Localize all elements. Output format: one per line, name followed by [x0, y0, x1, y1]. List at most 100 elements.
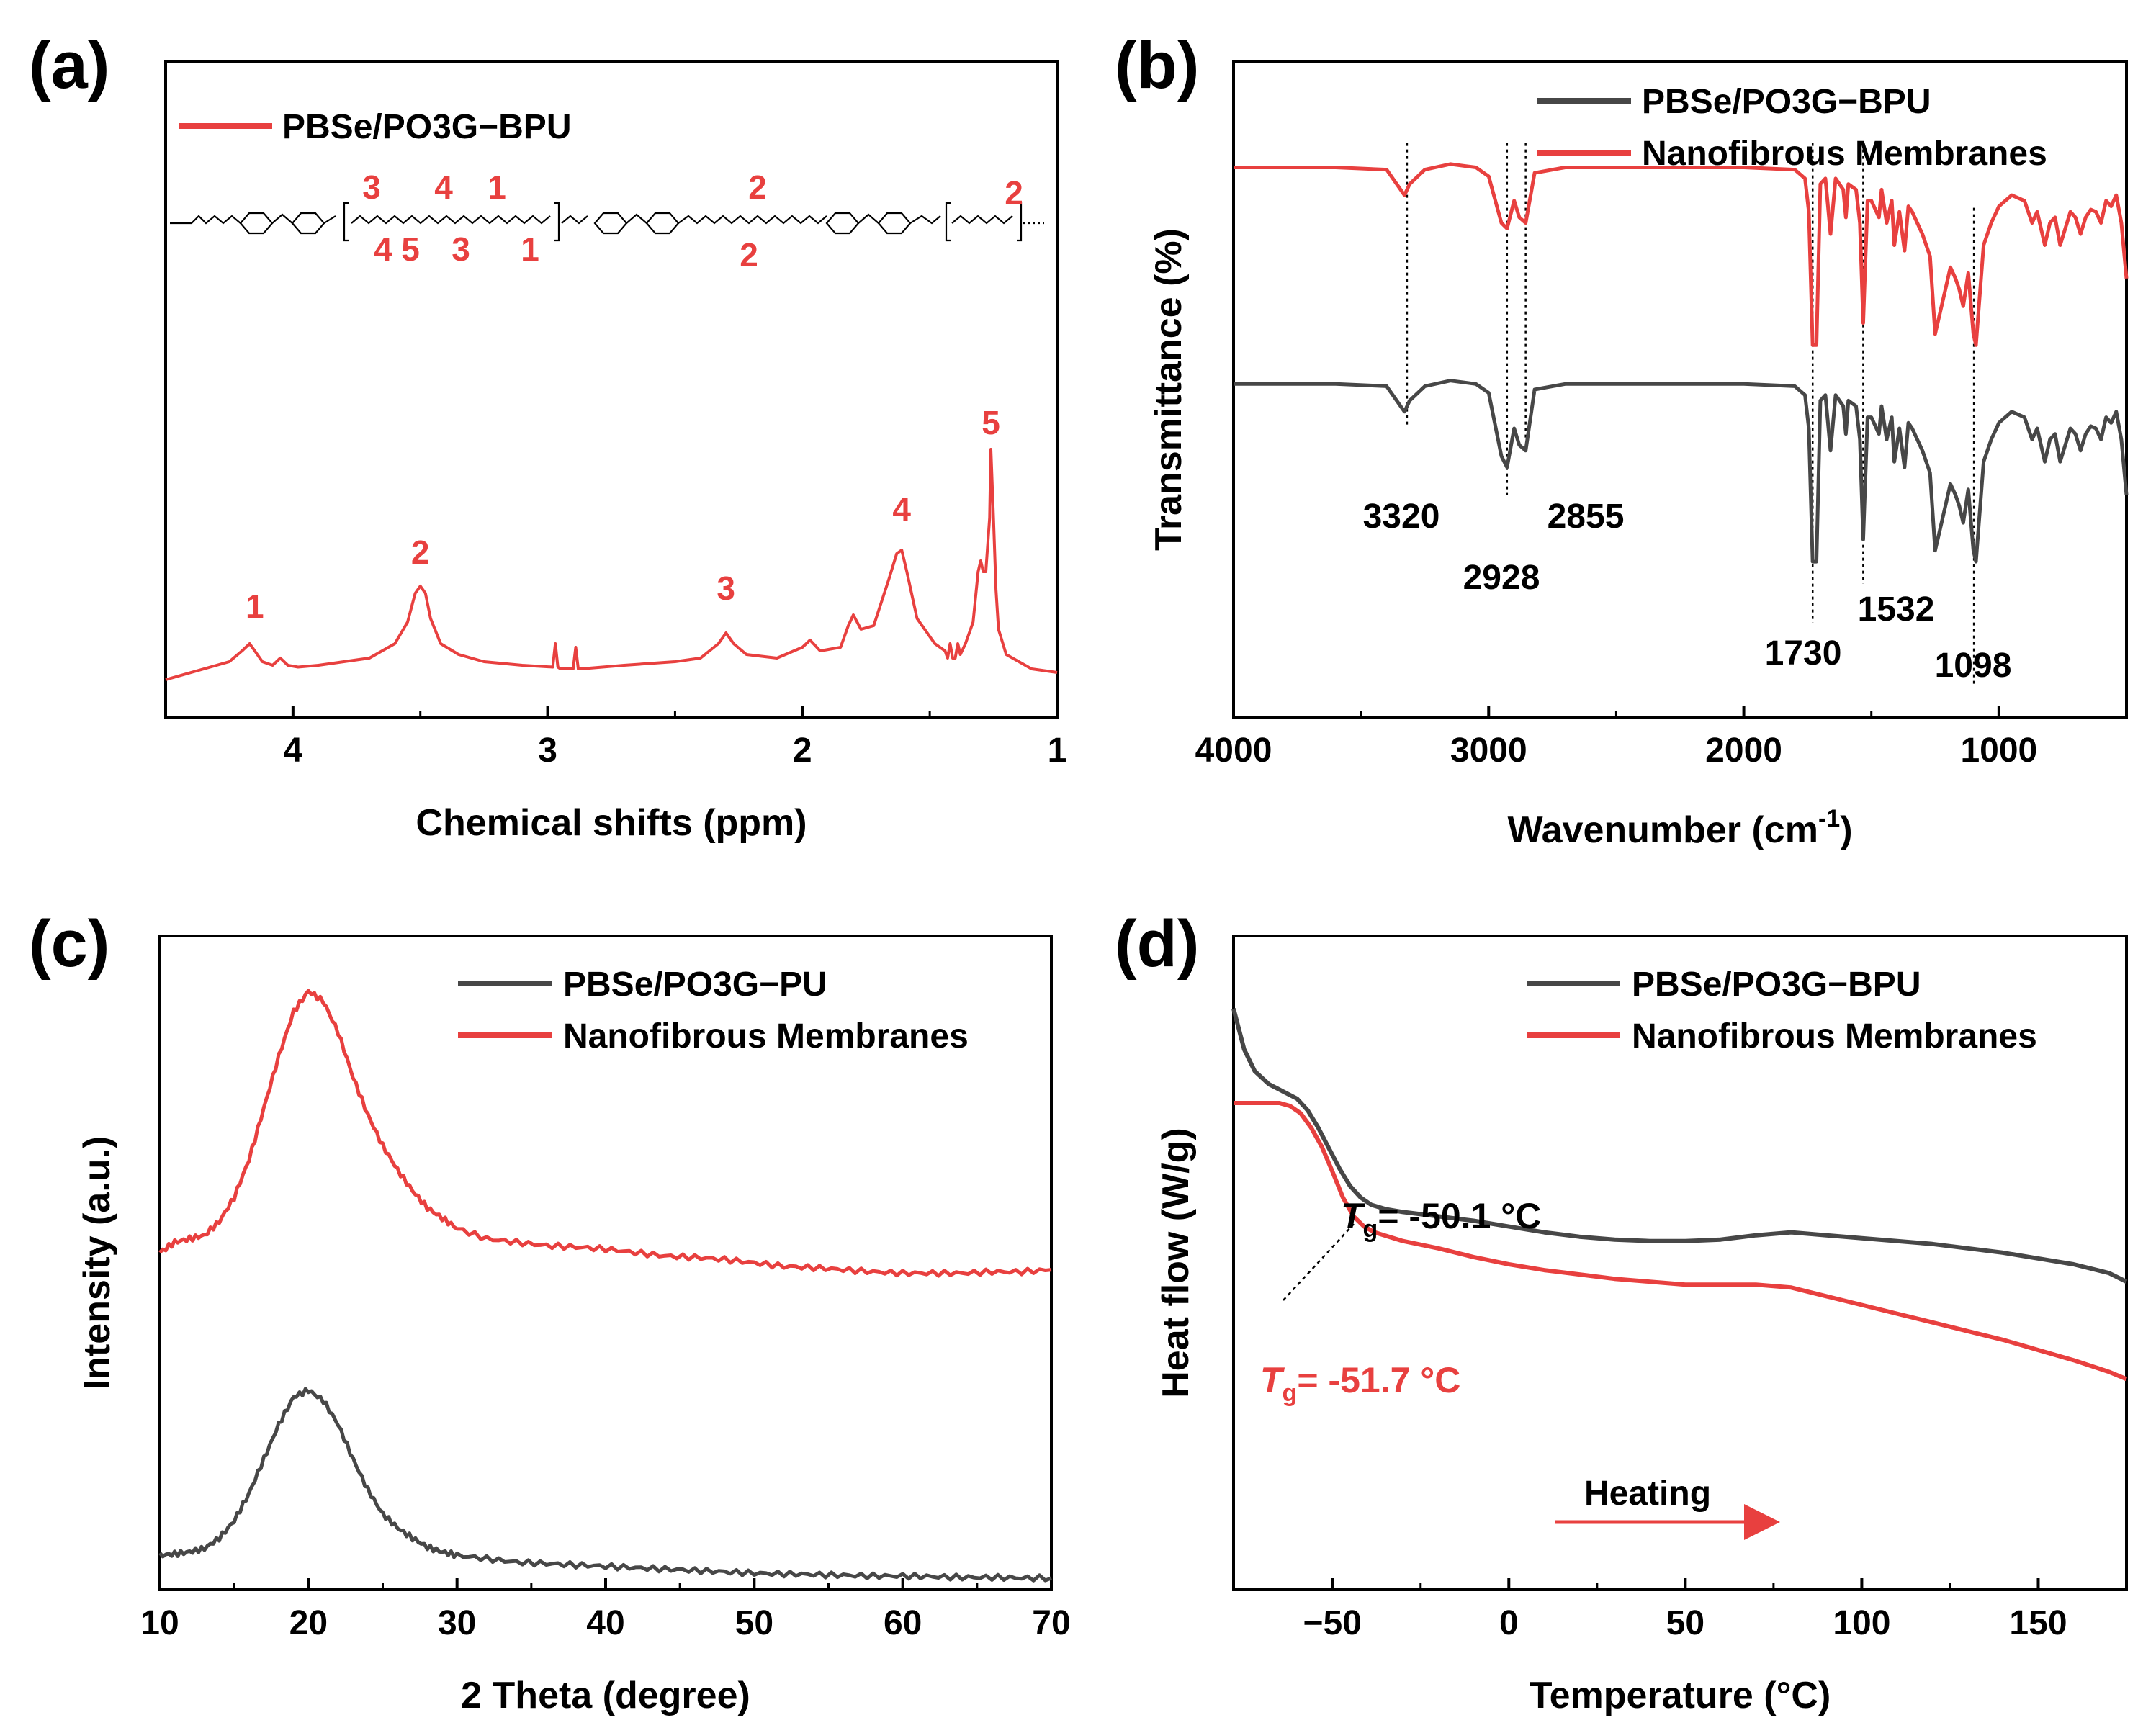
panel-b-peak-label-1730: 1730	[1765, 634, 1842, 672]
panel-a-xlabel: Chemical shifts (ppm)	[416, 802, 807, 844]
panel-b-legend-label-1: Nanofibrous Membranes	[1642, 135, 2047, 173]
structure-number-top: 3	[362, 168, 381, 206]
panel-c-x-tick-label: 30	[438, 1604, 476, 1642]
panel-c-x-tick-label: 40	[586, 1604, 624, 1642]
panel-b-x-tick-label: 1000	[1960, 732, 2037, 770]
panel-d-x-tick-label: 100	[1833, 1604, 1890, 1642]
panel-c-x-tick-label: 70	[1032, 1604, 1070, 1642]
panel-c-x-tick-label: 50	[735, 1604, 773, 1642]
panel-d-series	[1231, 1008, 2128, 1382]
structure-number-top: 4	[434, 168, 453, 206]
polymer-structure-numbers: 3 4 1 2 24 5 3 1 2	[362, 168, 1023, 274]
panel-c-x-tick-label: 60	[884, 1604, 922, 1642]
bracket-right-2	[1017, 202, 1023, 242]
panel-b-letter: (b)	[1115, 29, 1199, 102]
panel-b-legend-label-0: PBSe/PO3G−BPU	[1642, 83, 1931, 121]
tg-subscript: g	[1363, 1215, 1378, 1243]
panel-d-frame	[1232, 935, 2128, 1591]
panel-c-legend-label-0: PBSe/PO3G−PU	[563, 965, 827, 1004]
panel-c: (c) 10 20 30 40 50 60 70 PBSe/PO3G−PU Nanofibr…	[29, 907, 1071, 1642]
panel-c-ylabel: Intensity (a.u.)	[76, 1136, 118, 1390]
panel-b-xlabel: Wavenumber (cm-1)	[1507, 805, 1852, 851]
panel-b-peak-label-3320: 3320	[1363, 498, 1440, 536]
peak-label-5: 5	[982, 404, 1000, 441]
structure-urethane-3	[909, 215, 941, 225]
panel-b-peak-label-2855: 2855	[1548, 498, 1625, 536]
peak-label-3: 3	[717, 570, 735, 607]
benzene-ring-2	[291, 212, 325, 235]
panel-b-frame	[1232, 60, 2128, 719]
structure-backbone-left	[170, 215, 241, 225]
panel-c-x-tick-label: 20	[289, 1604, 328, 1642]
structure-ch2-1	[271, 213, 293, 224]
panel-c-x-tick-label: 10	[140, 1604, 179, 1642]
structure-ch2-2	[626, 213, 647, 224]
panel-a-legend-label: PBSe/PO3G−BPU	[282, 108, 571, 146]
panel-d-ylabel: Heat flow (W/g)	[1155, 1127, 1197, 1398]
structure-nh-1	[323, 215, 336, 224]
panel-c-ticks: 10 20 30 40 50 60 70	[140, 1578, 1071, 1642]
benzene-ring-6	[877, 212, 912, 235]
panel-d-legend-label-1: Nanofibrous Membranes	[1632, 1017, 2037, 1055]
panel-d-tg-annotations: Tg= -50.1 °CTg= -51.7 °C	[1260, 1196, 1541, 1407]
panel-a-letter: (a)	[29, 29, 109, 102]
tg-subscript: g	[1283, 1379, 1298, 1407]
tg-value: = -50.1 °C	[1378, 1196, 1541, 1236]
peak-label-1: 1	[246, 588, 264, 625]
panel-d-series-line-0	[1231, 1008, 2128, 1284]
panel-d-x-tick-label: 50	[1666, 1604, 1704, 1642]
panel-b-xlabel-main: Wavenumber (cm	[1507, 809, 1818, 851]
panel-d-x-tick-label: 0	[1499, 1604, 1519, 1642]
tg-symbol: T	[1260, 1360, 1285, 1400]
panel-c-letter: (c)	[29, 907, 109, 981]
panel-b-series-line-1	[1234, 379, 2129, 564]
panel-b-xlabel-sup: -1	[1818, 805, 1840, 832]
structure-number-top: 2	[1005, 174, 1023, 212]
bracket-right-1	[554, 202, 560, 242]
benzene-ring-5	[825, 212, 860, 235]
panel-c-series-line-1	[158, 1387, 1052, 1583]
panel-b-peak-label-2928: 2928	[1463, 559, 1540, 597]
bracket-left-1	[343, 202, 349, 242]
structure-sebacate-chain	[351, 215, 551, 225]
structure-urethane-2	[561, 215, 588, 225]
panel-b-x-tick-label: 2000	[1705, 732, 1782, 770]
panel-c-xlabel: 2 Theta (degree)	[461, 1675, 750, 1716]
panel-d-xlabel: Temperature (°C)	[1530, 1675, 1831, 1716]
tg-symbol: T	[1341, 1196, 1366, 1236]
structure-ch2-3	[858, 213, 879, 224]
tg-annotation-0: Tg= -50.1 °C	[1341, 1196, 1541, 1243]
panel-a-series-line	[165, 448, 1058, 681]
heating-arrow-label: Heating	[1584, 1475, 1711, 1513]
structure-number-top: 1	[488, 168, 506, 206]
bracket-left-2	[945, 202, 951, 242]
structure-number-bottom: 1	[521, 230, 539, 268]
panel-d-heating-arrow: Heating	[1555, 1475, 1780, 1540]
panel-a-series	[165, 448, 1058, 681]
panel-a-peak-labels: 1 2 3 4 5	[246, 404, 1000, 625]
panel-d-series-line-1	[1234, 1101, 2128, 1382]
panel-b-peak-label-1532: 1532	[1858, 590, 1935, 629]
panel-c-series	[158, 989, 1052, 1583]
panel-d-tg-guide-line	[1283, 1223, 1355, 1301]
benzene-ring-4	[645, 212, 680, 235]
structure-number-bottom: 3	[452, 230, 470, 268]
panel-c-legend-label-1: Nanofibrous Membranes	[563, 1017, 969, 1055]
benzene-ring-1	[239, 212, 274, 235]
benzene-ring-3	[593, 212, 628, 235]
panel-a-x-tick-label: 1	[1048, 732, 1067, 770]
panel-a-x-tick-label: 4	[284, 732, 303, 770]
panel-d-legend: PBSe/PO3G−BPU Nanofibrous Membranes	[1527, 965, 2037, 1055]
panel-d: (d) −50 0 50 100 150 PBSe/PO3G−BPU Nanofibro…	[1115, 907, 2128, 1642]
tg-value: = -51.7 °C	[1297, 1360, 1460, 1400]
structure-number-bottom: 4	[374, 230, 392, 268]
polymer-structure-drawing	[170, 202, 1044, 242]
panel-d-x-tick-label: 150	[2009, 1604, 2067, 1642]
panel-b-xlabel-end: )	[1840, 809, 1852, 851]
panel-d-x-tick-label: −50	[1303, 1604, 1362, 1642]
panel-a-x-tick-label: 2	[793, 732, 812, 770]
